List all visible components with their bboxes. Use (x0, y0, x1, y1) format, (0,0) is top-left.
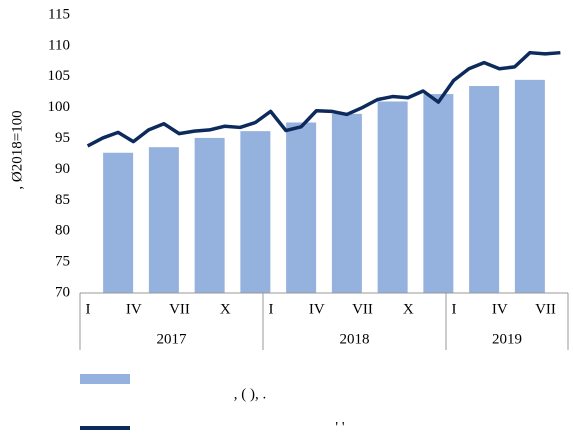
y-tick-label: 75 (55, 254, 70, 270)
x-tick-label: X (403, 301, 414, 317)
y-tick-label: 80 (55, 223, 70, 239)
y-tick-label: 70 (55, 284, 70, 300)
y-tick-label: 105 (48, 68, 71, 84)
y-tick-label: 115 (48, 6, 70, 22)
bar (103, 152, 134, 293)
y-tick-label: 85 (55, 192, 70, 208)
bar (423, 94, 454, 293)
x-tick-label: VII (352, 301, 373, 317)
y-tick-label: 100 (48, 99, 71, 115)
legend-swatch (80, 374, 130, 384)
y-tick-label: 95 (55, 130, 70, 146)
x-tick-label: VII (169, 301, 190, 317)
bar (286, 122, 317, 293)
year-label: 2019 (492, 331, 522, 347)
bar (240, 131, 271, 293)
x-tick-label: IV (126, 301, 142, 317)
y-axis-label: , Ø2018=100 (9, 110, 25, 189)
legend-label: , ( ), . (234, 386, 267, 402)
bar (469, 86, 500, 294)
x-tick-label: IV (309, 301, 325, 317)
x-tick-label: X (220, 301, 231, 317)
y-tick-label: 110 (48, 37, 70, 53)
year-label: 2017 (157, 331, 188, 347)
bar (194, 137, 225, 293)
bar (377, 101, 408, 293)
y-tick-label: 90 (55, 161, 70, 177)
x-tick-label: I (269, 301, 274, 317)
year-label: 2018 (340, 331, 370, 347)
x-tick-label: I (452, 301, 457, 317)
x-tick-label: IV (492, 301, 508, 317)
bar (514, 79, 545, 293)
bar (148, 147, 179, 293)
x-tick-label: VII (535, 301, 556, 317)
bar (331, 113, 362, 293)
line (86, 50, 561, 148)
x-tick-label: I (86, 301, 91, 317)
legend-label: ' ' (335, 419, 344, 434)
